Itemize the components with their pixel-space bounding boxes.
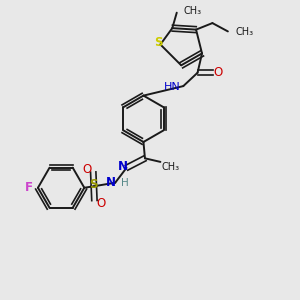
Text: H: H	[121, 178, 129, 188]
Text: N: N	[118, 160, 128, 173]
Text: CH₃: CH₃	[162, 162, 180, 172]
Text: S: S	[90, 178, 98, 191]
Text: O: O	[83, 163, 92, 176]
Text: CH₃: CH₃	[183, 6, 201, 16]
Text: CH₃: CH₃	[235, 27, 254, 37]
Text: N: N	[106, 176, 116, 189]
Text: O: O	[213, 66, 223, 79]
Text: F: F	[25, 181, 33, 194]
Text: O: O	[96, 197, 106, 210]
Text: S: S	[154, 37, 162, 50]
Text: HN: HN	[164, 82, 181, 92]
